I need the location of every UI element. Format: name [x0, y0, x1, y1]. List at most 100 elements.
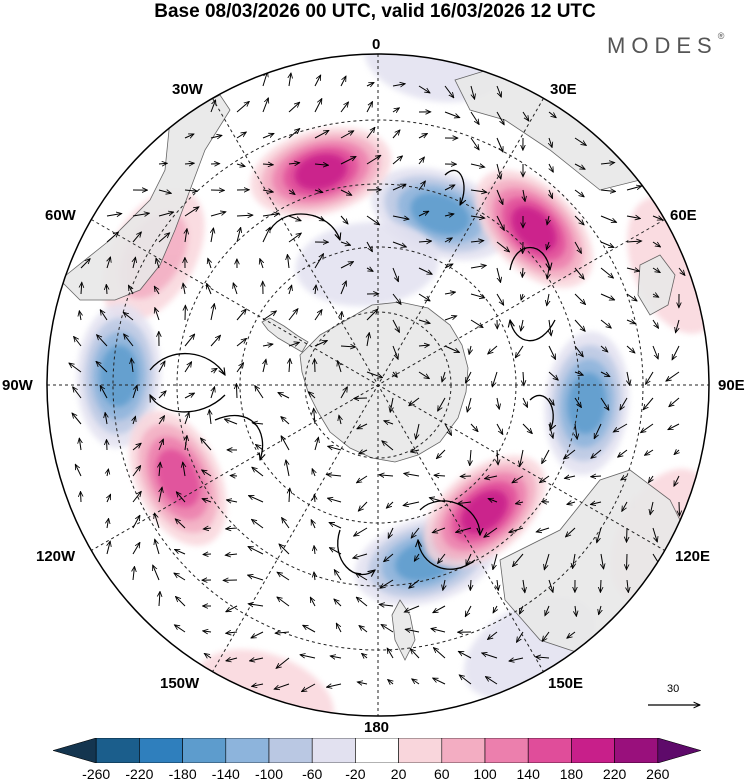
wind-vector — [591, 476, 602, 477]
legend-swatch — [311, 738, 356, 763]
wind-vector — [484, 527, 498, 537]
registered-mark: ® — [717, 31, 725, 41]
wind-vector — [79, 438, 81, 451]
wind-vector — [366, 155, 381, 165]
wind-vector — [158, 212, 174, 217]
wind-vector — [327, 475, 342, 477]
wind-vector — [444, 292, 456, 294]
wind-vector — [154, 286, 160, 295]
wind-vector — [512, 475, 524, 483]
wind-vector — [666, 371, 680, 381]
legend-tick-label: 220 — [602, 766, 627, 782]
wind-vector — [354, 398, 368, 399]
wind-vector — [521, 319, 523, 331]
wind-vector — [327, 684, 342, 687]
wind-vector — [668, 423, 680, 430]
wind-vector — [208, 258, 211, 269]
reference-vector-value: 30 — [667, 683, 680, 695]
wind-vector — [262, 344, 273, 346]
wind-vector — [591, 449, 602, 458]
wind-vector — [308, 392, 316, 399]
wind-vector — [627, 579, 628, 593]
wind-vector — [470, 449, 471, 466]
wind-vector — [123, 312, 134, 321]
wind-vector — [288, 163, 300, 164]
wind-vector — [626, 241, 642, 242]
wind-vector — [496, 423, 503, 435]
wind-vector — [493, 553, 498, 570]
wind-vector — [496, 163, 501, 179]
wind-vector — [341, 312, 342, 321]
wind-vector — [287, 254, 289, 269]
wind-vector — [203, 554, 212, 555]
wind-vector — [302, 683, 316, 692]
legend-tick-label: -180 — [168, 766, 197, 782]
wind-vector — [672, 345, 680, 360]
wind-vector — [418, 157, 424, 165]
wind-vector — [384, 553, 394, 562]
wind-vector — [433, 605, 446, 613]
wind-vector — [496, 189, 503, 205]
wind-vector — [434, 475, 446, 476]
wind-vector — [536, 657, 550, 658]
wind-vector — [286, 460, 289, 477]
wind-vector — [158, 233, 170, 243]
wind-vector — [627, 527, 628, 542]
wind-vector — [210, 135, 222, 138]
wind-vector — [129, 285, 134, 295]
wind-vector — [497, 579, 498, 590]
wind-vector — [210, 335, 221, 347]
wind-vector — [133, 566, 135, 581]
streamline — [150, 395, 226, 413]
wind-vector — [392, 156, 403, 165]
wind-vector — [496, 215, 504, 230]
wind-vector — [546, 241, 549, 250]
wind-vector — [574, 397, 581, 408]
wind-vector — [236, 132, 246, 139]
wind-vector — [314, 340, 327, 347]
wind-vector — [202, 470, 212, 477]
wind-vector — [482, 653, 498, 659]
wind-vector — [575, 423, 577, 439]
wind-vector — [175, 548, 186, 555]
wind-vector — [362, 653, 367, 658]
wind-vector — [233, 283, 237, 295]
wind-vector — [132, 466, 141, 477]
wind-vector — [353, 553, 368, 558]
wind-vector — [366, 83, 374, 87]
wind-vector — [158, 439, 163, 451]
wind-vector — [153, 565, 160, 581]
legend-tick-label: -260 — [82, 766, 111, 782]
wind-vector — [210, 212, 226, 217]
wind-vector — [357, 423, 368, 430]
wind-vector — [314, 495, 315, 503]
wind-vector — [567, 502, 576, 504]
wind-vector — [542, 631, 550, 641]
wind-vector — [225, 554, 238, 555]
wind-vector — [433, 648, 446, 659]
wind-vector — [444, 423, 452, 435]
wind-vector — [392, 267, 398, 282]
wind-vector — [549, 189, 553, 199]
wind-vector — [226, 500, 238, 502]
wind-vector — [669, 397, 680, 407]
wind-vector — [646, 371, 654, 384]
wind-vector — [522, 111, 529, 121]
wind-vector — [379, 475, 394, 476]
wind-vector — [467, 397, 472, 412]
wind-vector — [574, 137, 586, 145]
wind-vector — [366, 102, 373, 113]
legend-swatch — [484, 738, 529, 763]
lon-label-180: 180 — [364, 719, 390, 736]
wind-vector — [444, 238, 452, 242]
wind-vector — [392, 183, 406, 191]
wind-vector — [159, 462, 160, 477]
wind-vector — [600, 371, 610, 377]
wind-vector — [600, 319, 611, 328]
wind-vector — [549, 163, 553, 172]
wind-vector — [107, 541, 110, 555]
wind-vector — [404, 605, 420, 612]
streamline — [214, 414, 263, 460]
wind-vector — [470, 190, 487, 192]
graticule — [47, 54, 709, 716]
